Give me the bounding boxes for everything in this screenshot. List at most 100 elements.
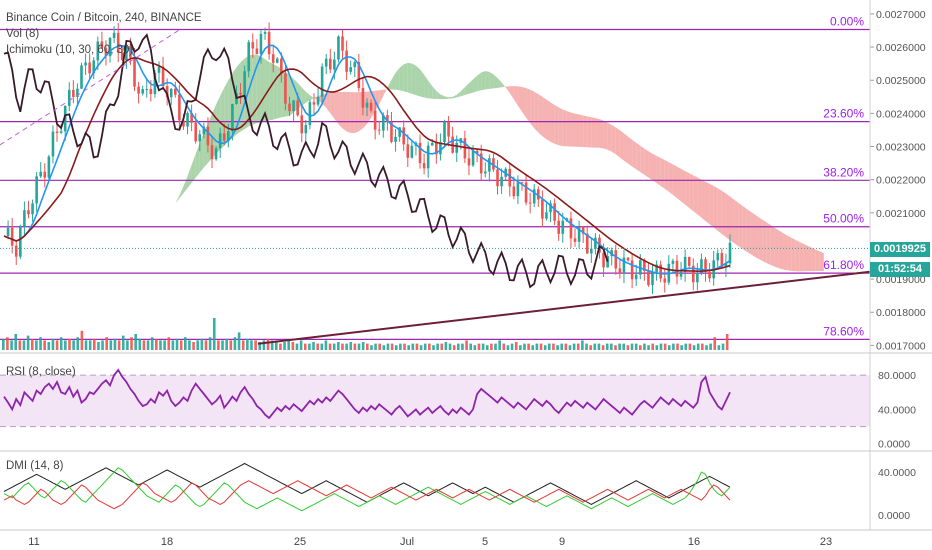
- candle-body: [394, 136, 397, 142]
- ichimoku-cloud-segment: [599, 119, 604, 149]
- fib-level-label: 50.00%: [823, 212, 864, 226]
- ichimoku-cloud-segment: [354, 92, 359, 134]
- chikou-line: [3, 33, 609, 289]
- volume-bar: [494, 343, 497, 350]
- volume-bar: [415, 343, 419, 350]
- ichimoku-cloud-segment: [252, 54, 257, 125]
- ichimoku-cloud-segment: [750, 211, 755, 257]
- ichimoku-cloud-segment: [175, 195, 180, 204]
- ichimoku-cloud-segment: [138, 239, 143, 241]
- volume-bar: [452, 345, 456, 350]
- dmi-tick-label: 40.0000: [878, 467, 916, 479]
- candle-body: [96, 41, 100, 61]
- volume-bar: [324, 340, 328, 350]
- candle-body: [292, 100, 295, 112]
- candle-body: [100, 41, 104, 49]
- ichimoku-cloud-segment: [815, 249, 820, 272]
- volume-bar: [366, 343, 369, 350]
- ichimoku-cloud-segment: [167, 208, 172, 214]
- ichimoku-cloud-segment: [628, 136, 633, 167]
- ichimoku-cloud-segment: [668, 162, 673, 195]
- candle-body: [6, 227, 10, 236]
- volume-bar: [514, 342, 518, 350]
- candle-body: [112, 32, 116, 38]
- ichimoku-cloud-segment: [420, 69, 425, 98]
- volume-bar: [35, 340, 38, 350]
- ichimoku-cloud-segment: [224, 80, 229, 146]
- dmi-legend-box: DMI (14, 8): [6, 458, 64, 474]
- volume-bar: [481, 343, 485, 350]
- volume-bar: [684, 343, 688, 350]
- volume-bar: [72, 340, 75, 350]
- volume-bar: [618, 343, 621, 350]
- volume-bar: [448, 343, 452, 350]
- volume-bar: [192, 342, 195, 350]
- candle-body: [47, 156, 51, 178]
- volume-bar: [97, 342, 100, 350]
- volume-bar: [589, 345, 592, 350]
- volume-bar: [76, 337, 80, 350]
- ichimoku-cloud-segment: [538, 94, 543, 137]
- ichimoku-cloud-segment: [811, 247, 816, 272]
- volume-bar: [51, 338, 55, 350]
- volume-bar: [55, 340, 59, 350]
- volume-bar: [485, 345, 489, 350]
- ichimoku-cloud-segment: [721, 190, 726, 238]
- volume-bar: [428, 343, 431, 350]
- candle-body: [516, 182, 520, 197]
- volume-bar: [328, 343, 332, 350]
- time-tick-label: 23: [820, 536, 832, 548]
- ichimoku-cloud-segment: [676, 166, 682, 202]
- volume-bar: [444, 342, 448, 350]
- ichimoku-cloud-segment: [126, 236, 131, 238]
- candle-body: [169, 88, 173, 98]
- candle-body: [227, 131, 230, 141]
- volume-bar: [601, 345, 605, 350]
- volume-bar: [725, 334, 729, 350]
- ichimoku-cloud-segment: [497, 78, 502, 88]
- ichimoku-cloud-segment: [754, 214, 759, 259]
- volume-bar: [221, 340, 224, 350]
- candle-body: [284, 73, 287, 104]
- ichimoku-cloud-segment: [277, 66, 282, 119]
- ichimoku-cloud-segment: [273, 64, 278, 120]
- candle-body: [133, 57, 136, 87]
- ichimoku-cloud-segment: [399, 64, 404, 92]
- dmi-series-line: [3, 462, 731, 505]
- volume-bar: [126, 340, 129, 350]
- ichimoku-cloud-segment: [595, 117, 600, 148]
- volume-bar: [105, 337, 109, 350]
- ichimoku-cloud-segment: [187, 164, 192, 188]
- dmi-series-line: [3, 467, 731, 512]
- ichimoku-cloud-segment: [799, 241, 804, 272]
- ichimoku-cloud-segment: [603, 120, 608, 150]
- candle-body: [439, 142, 442, 155]
- candle-body: [528, 202, 532, 204]
- ichimoku-cloud-segment: [725, 193, 730, 241]
- candle-body: [496, 169, 499, 187]
- candle-body: [430, 142, 434, 146]
- ichimoku-cloud-segment: [583, 115, 588, 148]
- candle-body: [541, 199, 544, 219]
- volume-bar: [432, 345, 435, 350]
- volume-bar: [667, 345, 671, 350]
- ichimoku-cloud-segment: [456, 91, 461, 98]
- candle-body: [120, 52, 124, 60]
- ichimoku-cloud-segment: [591, 117, 596, 148]
- ichimoku-cloud-segment: [146, 231, 151, 236]
- ichimoku-cloud-segment: [534, 91, 539, 133]
- ichimoku-cloud-segment: [501, 82, 506, 88]
- candle-body: [618, 268, 622, 274]
- candle-body: [165, 86, 169, 98]
- candle-body: [581, 227, 585, 234]
- candle-body: [145, 89, 149, 91]
- candle-body: [222, 133, 226, 141]
- candle-body: [84, 62, 87, 66]
- ichimoku-cloud-segment: [730, 196, 735, 244]
- candle-body: [410, 145, 414, 158]
- time-tick-label: Jul: [400, 536, 414, 548]
- ichimoku-cloud-segment: [607, 122, 612, 152]
- candle-body: [251, 42, 255, 49]
- ichimoku-cloud-segment: [619, 130, 624, 161]
- volume-bar: [10, 340, 13, 350]
